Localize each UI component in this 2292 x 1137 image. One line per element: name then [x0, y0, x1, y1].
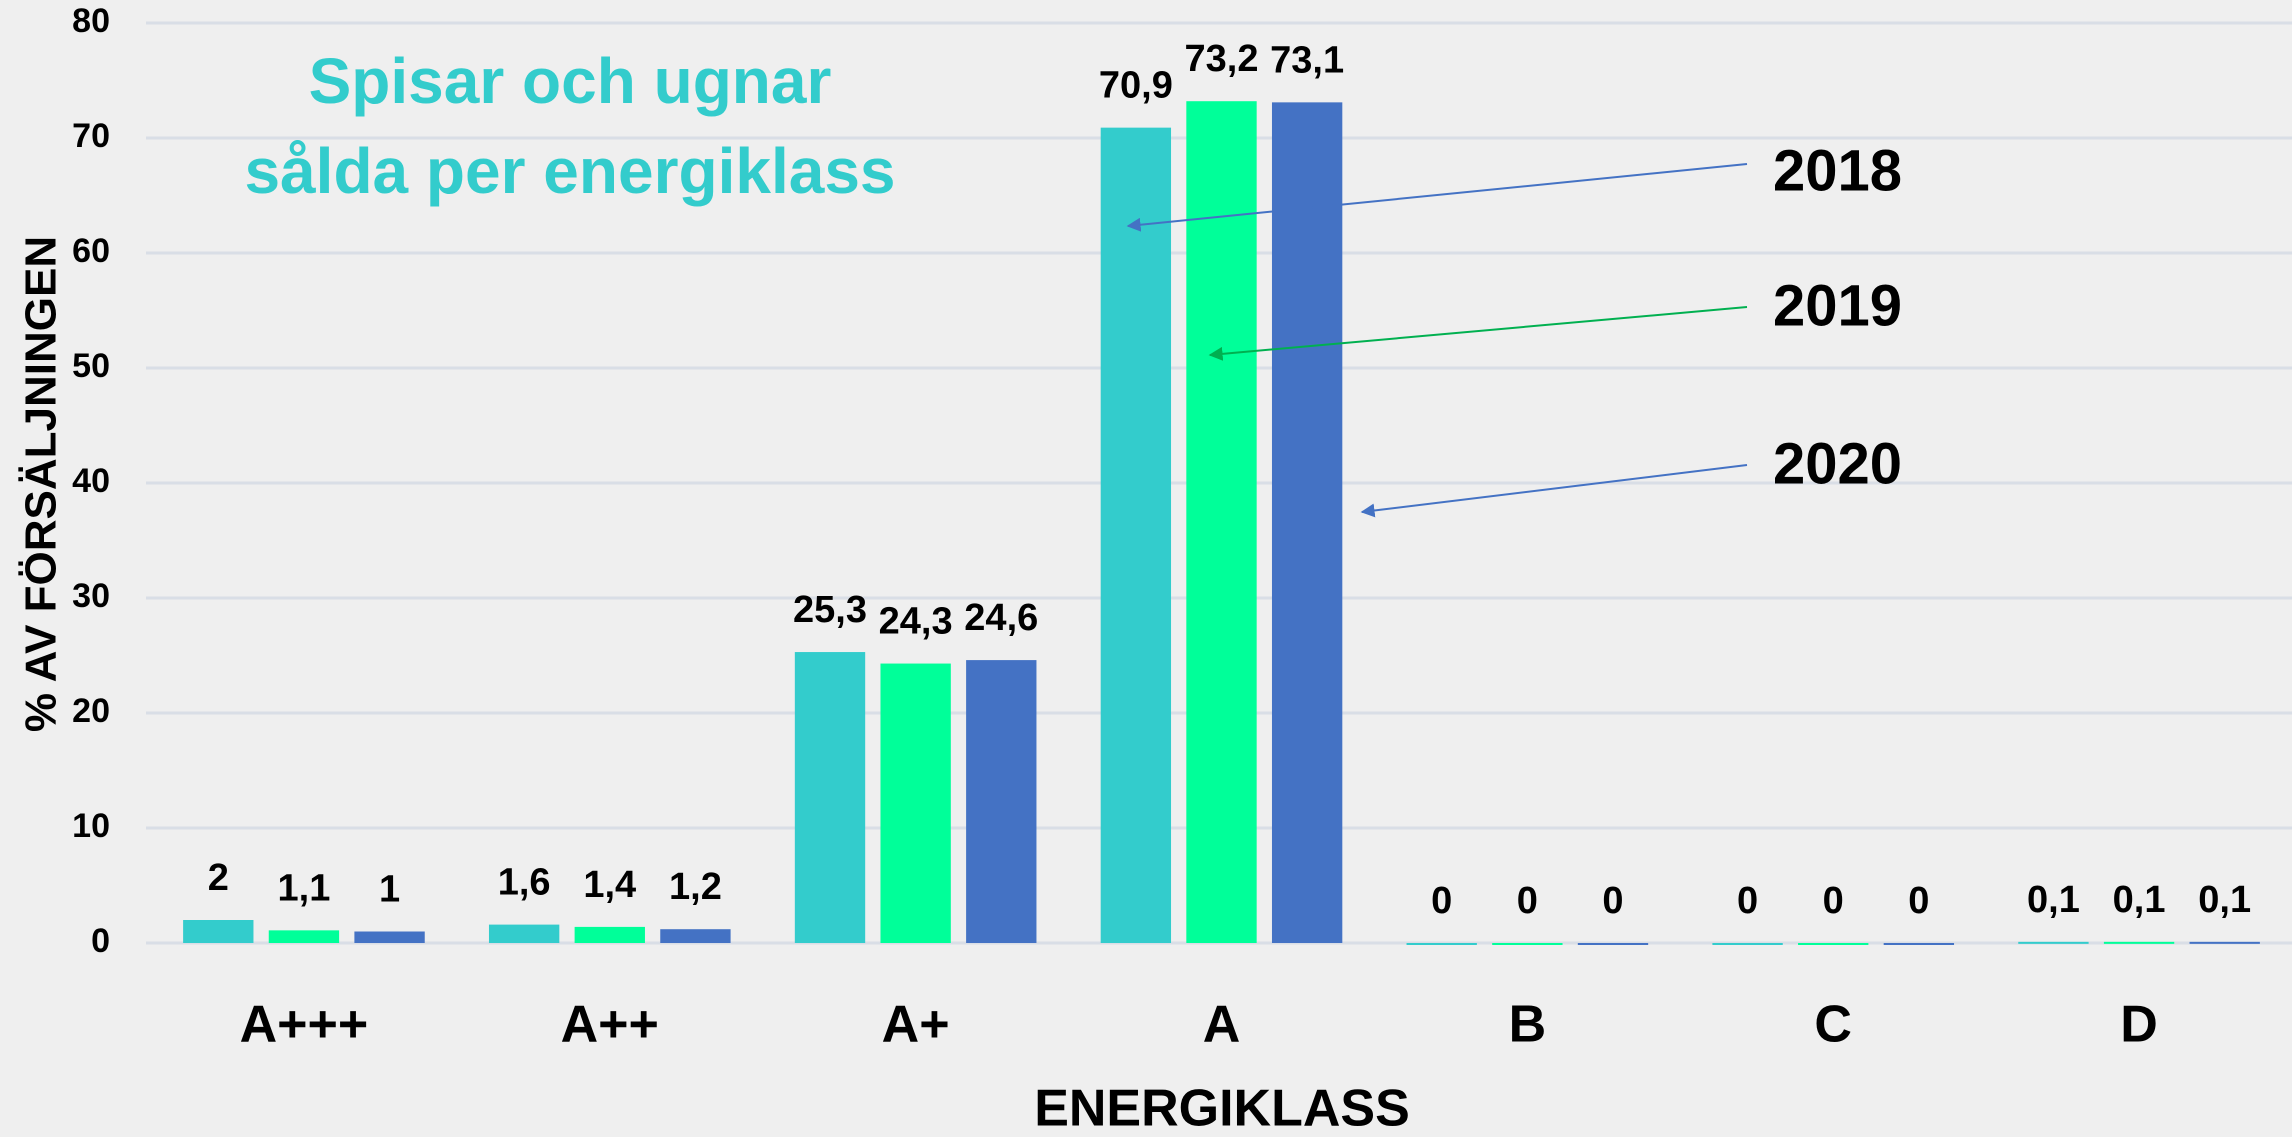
x-axis-label: ENERGIKLASS: [1034, 1080, 1410, 1137]
data-label: 24,6: [964, 597, 1038, 639]
y-tick-label: 20: [72, 692, 110, 730]
bar: [2018, 941, 2089, 944]
y-tick-label: 80: [72, 2, 110, 40]
data-label: 0: [1431, 880, 1452, 922]
data-label: 1,6: [498, 862, 551, 904]
legend: 2018 2019 2020: [1773, 138, 1902, 496]
x-tick-label: A+: [882, 996, 950, 1054]
x-tick-label: B: [1509, 996, 1547, 1054]
chart-title: Spisar och ugnar: [309, 45, 832, 117]
data-label: 0,1: [2113, 879, 2166, 921]
y-axis-label: % AV FÖRSÄLJNINGEN: [17, 236, 66, 732]
bar: [354, 931, 425, 943]
bar: [2103, 941, 2175, 944]
y-tick-label: 0: [91, 922, 110, 960]
bar: [574, 926, 645, 943]
data-label: 0: [1908, 880, 1929, 922]
legend-arrow: [1360, 464, 1748, 518]
y-tick-label: 60: [72, 232, 110, 270]
x-tick-label: A+++: [240, 996, 369, 1054]
y-tick-label: 30: [72, 577, 110, 615]
bar: [660, 929, 731, 943]
bar: [966, 660, 1037, 943]
data-label: 1,1: [278, 867, 331, 909]
x-tick-label: C: [1814, 996, 1852, 1054]
bar: [1100, 127, 1172, 943]
data-label: 0: [1823, 880, 1844, 922]
bar: [488, 924, 560, 943]
data-label: 0: [1602, 880, 1623, 922]
bar: [268, 930, 340, 943]
bar: [1712, 943, 1783, 945]
bar: [1577, 943, 1649, 945]
x-tick-label: A: [1203, 996, 1241, 1054]
y-tick-label: 10: [72, 807, 110, 845]
legend-label: 2020: [1773, 431, 1902, 496]
legend-arrow: [1126, 163, 1748, 232]
data-label: 0,1: [2198, 879, 2251, 921]
bar: [2189, 941, 2260, 944]
x-tick-label: D: [2120, 996, 2158, 1054]
bar: [794, 652, 866, 943]
data-label: 73,1: [1270, 39, 1344, 81]
y-tick-label: 70: [72, 117, 110, 155]
data-label: 0,1: [2027, 879, 2080, 921]
x-tick-label: A++: [561, 996, 659, 1054]
data-label: 25,3: [793, 589, 867, 631]
data-label: 1,2: [669, 866, 722, 908]
y-tick-label: 50: [72, 347, 110, 385]
bar: [1186, 101, 1257, 943]
bar: [1492, 943, 1563, 945]
data-label: 70,9: [1099, 65, 1173, 107]
bar: [880, 663, 951, 943]
legend-label: 2018: [1773, 138, 1902, 203]
data-label: 1,4: [583, 864, 636, 906]
data-label: 1: [379, 869, 400, 911]
data-label: 73,2: [1185, 38, 1259, 80]
data-label: 2: [208, 857, 229, 899]
legend-label: 2019: [1773, 273, 1902, 338]
plot: [183, 101, 2260, 945]
bar: [1883, 943, 1955, 945]
legend-arrow: [1208, 306, 1748, 361]
y-tick-label: 40: [72, 462, 110, 500]
bar: [183, 920, 254, 943]
chart-title: sålda per energiklass: [244, 135, 895, 207]
data-label: 0: [1517, 880, 1538, 922]
data-label: 0: [1737, 880, 1758, 922]
bar: [1406, 943, 1477, 945]
data-label: 24,3: [879, 601, 953, 643]
bar: [1798, 943, 1869, 945]
bar: [1271, 102, 1343, 944]
